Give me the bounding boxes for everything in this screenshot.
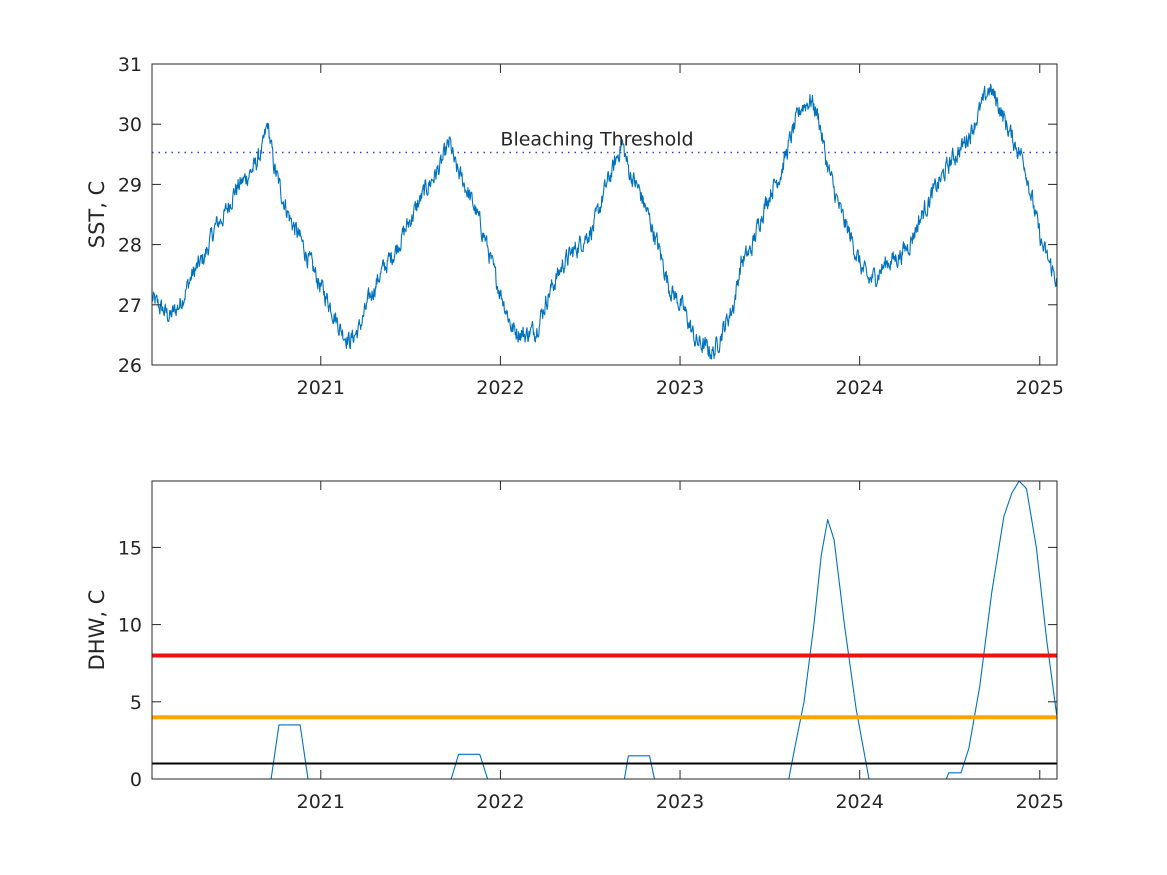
dhw-ticks: 0 5 10 15 2021 2022 2023 2024 2025 [118, 481, 1064, 813]
x-tick-label: 2021 [297, 791, 345, 813]
dhw-series [151, 480, 1058, 780]
y-tick-label: 28 [118, 235, 142, 257]
y-tick-label: 10 [118, 615, 142, 637]
x-tick-label: 2023 [656, 377, 704, 399]
y-tick-label: 31 [118, 54, 142, 76]
series-line-0 [151, 83, 1058, 360]
sst-series [151, 83, 1058, 360]
x-tick-label: 2022 [476, 791, 524, 813]
sst-ticks: 26 27 28 29 30 31 2021 2022 2023 2024 2025 [118, 54, 1064, 399]
x-tick-label: 2023 [656, 791, 704, 813]
dhw-panel: 0 5 10 15 2021 2022 2023 2024 2025 DHW, C [85, 480, 1064, 813]
sst-panel: 26 27 28 29 30 31 2021 2022 2023 2024 2025 Bleachi… [85, 54, 1064, 399]
x-tick-label: 2021 [297, 377, 345, 399]
y-tick-label: 27 [118, 295, 142, 317]
y-tick-label: 0 [130, 769, 142, 791]
series-line-0 [151, 480, 1058, 780]
dhw-y-axis-label: DHW, C [85, 590, 109, 671]
y-tick-label: 15 [118, 537, 142, 559]
y-tick-label: 26 [118, 355, 142, 377]
x-tick-label: 2025 [1016, 377, 1064, 399]
y-tick-label: 29 [118, 174, 142, 196]
y-tick-label: 30 [118, 114, 142, 136]
x-tick-label: 2024 [835, 377, 883, 399]
x-tick-label: 2022 [476, 377, 524, 399]
x-tick-label: 2025 [1016, 791, 1064, 813]
x-tick-label: 2024 [835, 791, 883, 813]
sst-axes-box [151, 63, 1058, 366]
sst-y-axis-label: SST, C [85, 181, 109, 249]
dhw-axes-box [151, 480, 1058, 780]
bleaching-threshold-label: Bleaching Threshold [500, 128, 693, 150]
y-tick-label: 5 [130, 692, 142, 714]
dhw-reference-lines [152, 653, 1057, 765]
